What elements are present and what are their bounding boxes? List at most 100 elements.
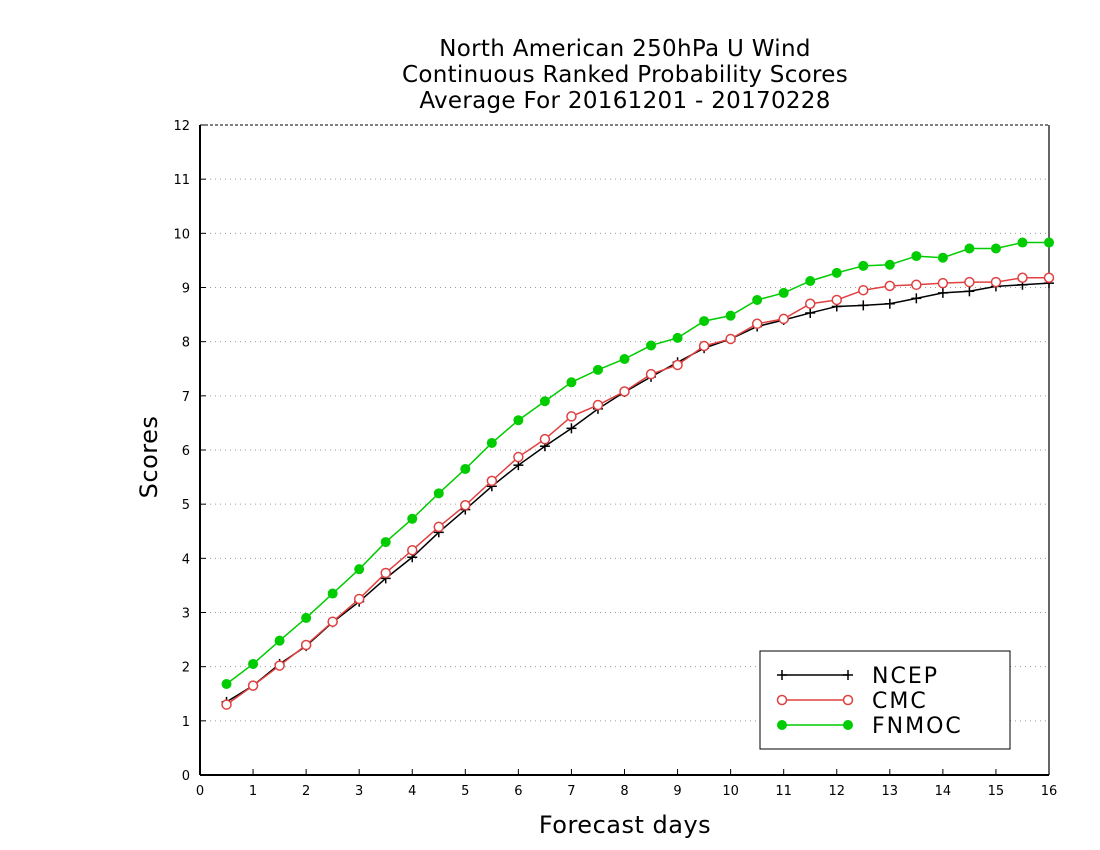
chart-title-line-1: North American 250hPa U Wind: [439, 36, 811, 62]
data-point-fnmoc: [380, 537, 391, 548]
legend-marker-fnmoc: [843, 720, 853, 730]
data-point-ncep: [805, 307, 816, 318]
data-point-fnmoc: [1044, 237, 1054, 248]
data-point-fnmoc: [911, 251, 922, 262]
x-axis-title: Forecast days: [539, 811, 711, 839]
data-point-fnmoc: [407, 513, 418, 524]
data-point-fnmoc: [433, 488, 444, 499]
y-tick-label: 1: [182, 715, 190, 730]
data-point-fnmoc: [619, 354, 630, 364]
data-point-cmc: [247, 680, 259, 691]
legend-item-fnmoc: FNMOC: [777, 714, 963, 739]
data-point-cmc: [751, 318, 763, 330]
x-tick-label: 9: [673, 784, 681, 799]
y-tick-label: 6: [182, 444, 190, 459]
data-point-fnmoc: [964, 243, 975, 254]
x-tick-label: 13: [882, 784, 899, 799]
x-tick-label: 14: [935, 784, 952, 799]
data-point-cmc: [221, 699, 232, 710]
series-line-ncep: [226, 282, 1050, 703]
data-point-fnmoc: [566, 377, 577, 388]
data-point-fnmoc: [831, 267, 842, 278]
data-point-ncep: [911, 293, 922, 304]
data-point-cmc: [964, 276, 975, 288]
chart-title-line-2: Continuous Ranked Probability Scores: [401, 62, 848, 88]
data-point-cmc: [300, 639, 312, 651]
x-tick-label: 10: [722, 784, 739, 799]
data-point-cmc: [672, 359, 683, 371]
series-line-fnmoc: [226, 241, 1049, 685]
x-tick-label: 3: [355, 784, 363, 799]
data-point-fnmoc: [301, 612, 312, 623]
data-point-cmc: [725, 333, 736, 345]
y-tick-label: 0: [182, 769, 190, 784]
legend-label-fnmoc: FNMOC: [872, 714, 963, 739]
data-point-fnmoc: [460, 463, 471, 474]
data-point-fnmoc: [672, 332, 683, 343]
data-point-cmc: [592, 399, 604, 411]
series-layer: [221, 237, 1055, 710]
data-point-ncep: [964, 286, 975, 297]
data-point-fnmoc: [486, 437, 497, 448]
chart-title-line-3: Average For 20161201 - 20170228: [419, 88, 831, 114]
data-point-fnmoc: [592, 364, 603, 375]
series-cmc: [221, 272, 1055, 710]
data-point-ncep: [566, 423, 577, 434]
data-point-fnmoc: [725, 310, 736, 321]
x-tick-label: 0: [196, 784, 204, 799]
grid-lines: [200, 178, 1049, 722]
data-point-cmc: [937, 277, 949, 289]
y-tick-label: 5: [182, 498, 190, 513]
data-point-fnmoc: [778, 287, 789, 298]
data-point-cmc: [831, 294, 842, 306]
data-point-fnmoc: [646, 340, 657, 351]
data-point-fnmoc: [805, 276, 816, 286]
data-point-cmc: [353, 593, 365, 605]
x-tick-label: 4: [408, 784, 416, 799]
x-tick-label: 15: [988, 784, 1005, 799]
data-point-cmc: [327, 616, 338, 627]
legend-item-cmc: CMC: [776, 689, 928, 714]
data-point-cmc: [778, 313, 789, 325]
data-point-cmc: [539, 433, 551, 445]
x-tick-label: 2: [302, 784, 310, 799]
data-point-ncep: [858, 300, 869, 311]
data-point-cmc: [274, 660, 285, 671]
data-point-cmc: [698, 340, 710, 352]
data-point-fnmoc: [699, 316, 710, 327]
data-point-cmc: [513, 451, 524, 463]
data-point-cmc: [1043, 272, 1055, 283]
y-axis-title: Scores: [135, 416, 163, 499]
y-tick-label: 4: [182, 552, 190, 567]
data-point-cmc: [460, 500, 471, 511]
y-tick-label: 11: [173, 173, 190, 188]
legend-label-ncep: NCEP: [872, 664, 939, 689]
data-point-ncep: [884, 298, 895, 309]
legend-item-ncep: NCEP: [777, 664, 939, 689]
data-point-cmc: [645, 368, 657, 380]
data-point-cmc: [380, 567, 391, 579]
x-tick-label: 16: [1041, 784, 1058, 799]
data-point-fnmoc: [858, 260, 869, 271]
y-tick-label: 8: [182, 336, 190, 351]
y-tick-label: 12: [173, 119, 190, 134]
data-point-cmc: [804, 298, 816, 309]
data-point-fnmoc: [1017, 237, 1028, 248]
data-point-cmc: [486, 475, 498, 487]
data-point-cmc: [566, 411, 577, 422]
legend-label-cmc: CMC: [872, 689, 928, 714]
y-tick-label: 2: [182, 661, 190, 676]
legend-marker-cmc: [842, 694, 854, 706]
data-point-fnmoc: [937, 252, 948, 263]
data-point-cmc: [858, 284, 869, 296]
data-point-fnmoc: [513, 415, 524, 426]
data-point-cmc: [884, 280, 896, 292]
legend-marker-fnmoc: [777, 720, 787, 730]
legend-marker-cmc: [776, 694, 788, 706]
data-point-fnmoc: [539, 396, 550, 407]
data-point-cmc: [619, 386, 630, 397]
series-fnmoc: [221, 237, 1054, 689]
data-point-fnmoc: [274, 635, 285, 646]
